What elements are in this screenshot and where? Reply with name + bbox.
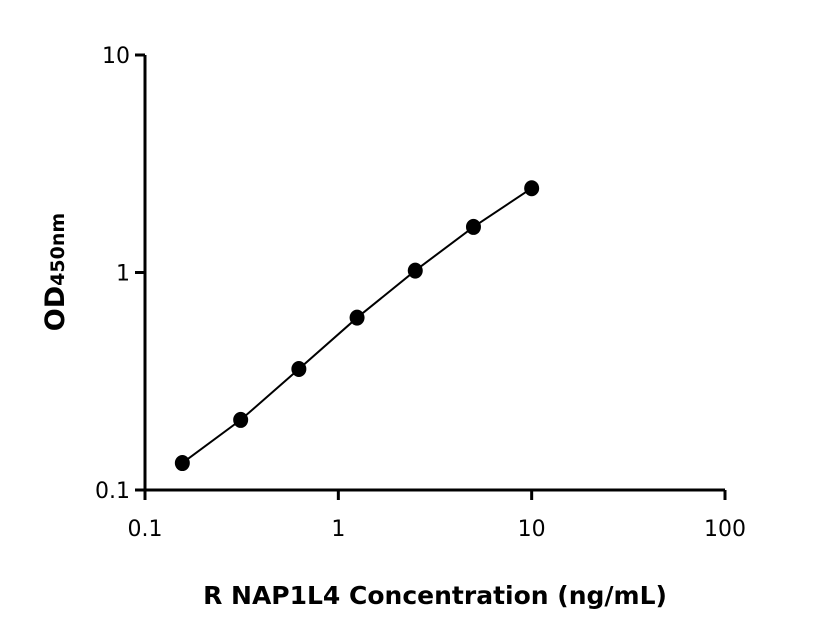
data-point <box>233 411 249 428</box>
y-tick-label: 1 <box>116 262 130 287</box>
data-point <box>407 262 423 279</box>
data-point <box>524 180 540 197</box>
y-axis-label: OD450nm <box>40 213 71 331</box>
x-tick-label: 100 <box>704 517 746 542</box>
y-axis-label-subscript: 450nm <box>47 213 69 286</box>
y-axis-label-main: OD <box>40 286 71 331</box>
data-marks <box>174 180 540 472</box>
y-tick-label: 0.1 <box>95 479 130 504</box>
data-point <box>465 218 481 235</box>
x-tick-label: 10 <box>518 517 546 542</box>
x-axis-label: R NAP1L4 Concentration (ng/mL) <box>203 581 667 610</box>
axes: 0.1 1 10 0.1 1 10 100 <box>95 44 746 542</box>
x-tick-label: 0.1 <box>128 517 163 542</box>
data-point <box>349 309 365 326</box>
x-tick-label: 1 <box>331 517 345 542</box>
data-point <box>291 361 307 378</box>
y-tick-label: 10 <box>102 44 130 69</box>
data-point <box>174 455 190 472</box>
